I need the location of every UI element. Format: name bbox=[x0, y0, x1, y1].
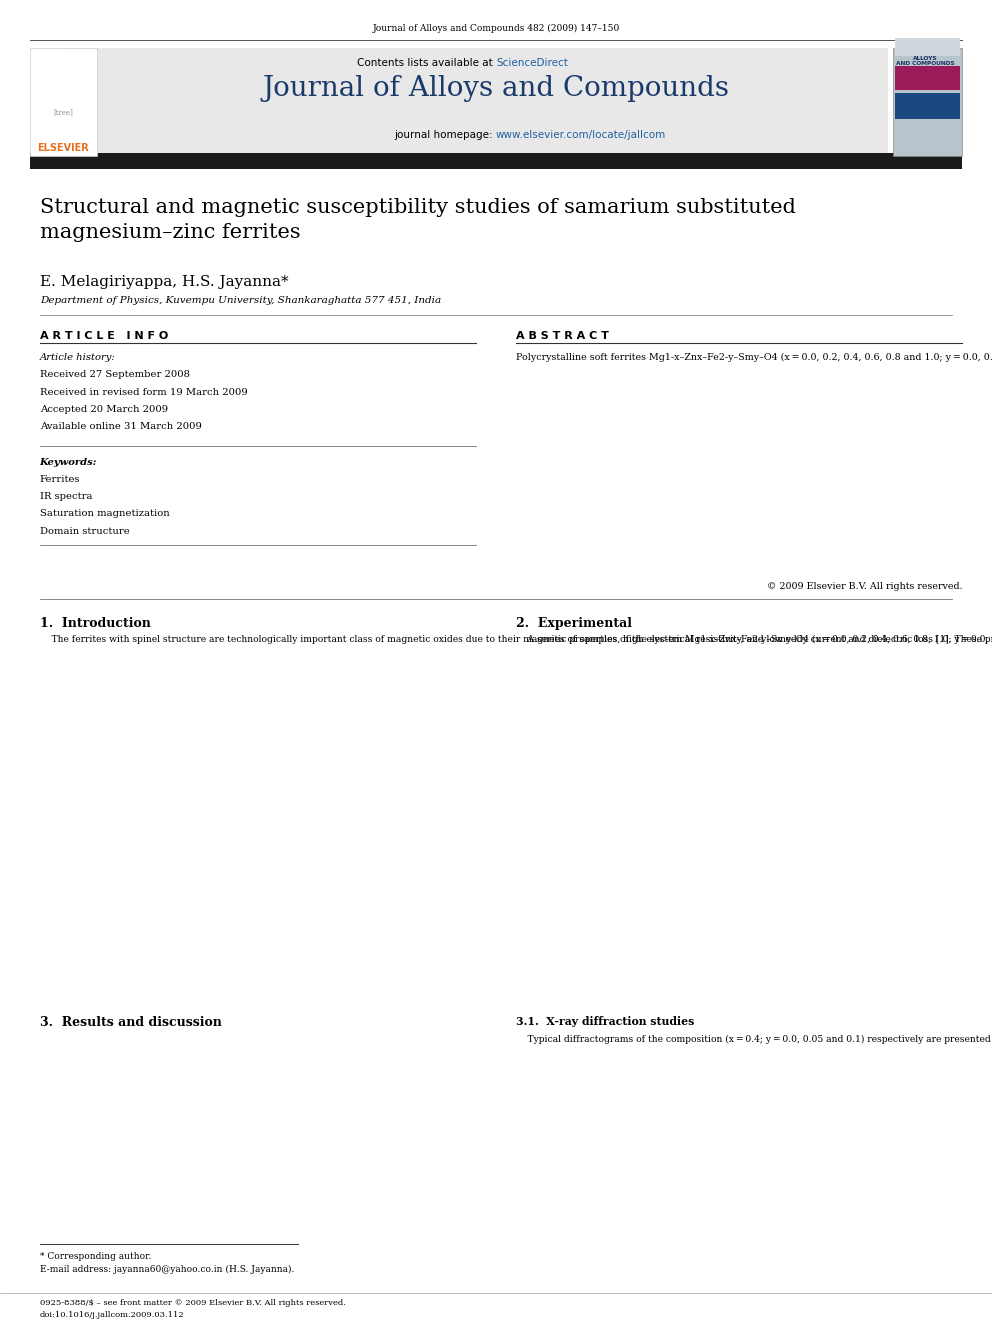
Text: doi:10.1016/j.jallcom.2009.03.112: doi:10.1016/j.jallcom.2009.03.112 bbox=[40, 1311, 185, 1319]
Text: Received 27 September 2008: Received 27 September 2008 bbox=[40, 370, 189, 380]
Text: Received in revised form 19 March 2009: Received in revised form 19 March 2009 bbox=[40, 388, 247, 397]
Text: [tree]: [tree] bbox=[54, 108, 73, 116]
Text: Keywords:: Keywords: bbox=[40, 458, 97, 467]
FancyBboxPatch shape bbox=[64, 48, 888, 156]
Text: 0925-8388/$ – see front matter © 2009 Elsevier B.V. All rights reserved.: 0925-8388/$ – see front matter © 2009 El… bbox=[40, 1299, 345, 1307]
Text: * Corresponding author.: * Corresponding author. bbox=[40, 1252, 151, 1261]
Text: Journal of Alloys and Compounds: Journal of Alloys and Compounds bbox=[263, 75, 729, 102]
Text: Article history:: Article history: bbox=[40, 353, 115, 363]
Text: ScienceDirect: ScienceDirect bbox=[496, 58, 567, 69]
Text: Journal of Alloys and Compounds 482 (2009) 147–150: Journal of Alloys and Compounds 482 (200… bbox=[372, 24, 620, 33]
Text: Domain structure: Domain structure bbox=[40, 527, 129, 536]
Text: E. Melagiriyappa, H.S. Jayanna*: E. Melagiriyappa, H.S. Jayanna* bbox=[40, 275, 289, 290]
FancyBboxPatch shape bbox=[895, 93, 960, 119]
Text: www.elsevier.com/locate/jallcom: www.elsevier.com/locate/jallcom bbox=[496, 130, 667, 140]
Text: The ferrites with spinel structure are technologically important class of magnet: The ferrites with spinel structure are t… bbox=[40, 635, 992, 644]
Text: 3.1.  X-ray diffraction studies: 3.1. X-ray diffraction studies bbox=[516, 1016, 694, 1027]
Text: E-mail address: jayanna60@yahoo.co.in (H.S. Jayanna).: E-mail address: jayanna60@yahoo.co.in (H… bbox=[40, 1265, 294, 1274]
Text: journal homepage:: journal homepage: bbox=[394, 130, 496, 140]
Text: 3.  Results and discussion: 3. Results and discussion bbox=[40, 1016, 221, 1029]
Text: ALLOYS
AND COMPOUNDS: ALLOYS AND COMPOUNDS bbox=[896, 56, 955, 66]
FancyBboxPatch shape bbox=[895, 66, 960, 90]
Text: Contents lists available at: Contents lists available at bbox=[357, 58, 496, 69]
Text: Available online 31 March 2009: Available online 31 March 2009 bbox=[40, 422, 201, 431]
Text: © 2009 Elsevier B.V. All rights reserved.: © 2009 Elsevier B.V. All rights reserved… bbox=[767, 582, 962, 591]
FancyBboxPatch shape bbox=[893, 48, 962, 156]
Text: A series of samples of the system Mg1-x–Znx–Fe2-y–Smy–O4 (x = 0.0, 0.2, 0.4, 0.6: A series of samples of the system Mg1-x–… bbox=[516, 635, 992, 644]
Text: Journal of: Journal of bbox=[913, 48, 938, 53]
Text: Polycrystalline soft ferrites Mg1-x–Znx–Fe2-y–Smy–O4 (x = 0.0, 0.2, 0.4, 0.6, 0.: Polycrystalline soft ferrites Mg1-x–Znx–… bbox=[516, 353, 992, 363]
Text: Saturation magnetization: Saturation magnetization bbox=[40, 509, 170, 519]
FancyBboxPatch shape bbox=[30, 48, 97, 156]
Text: Department of Physics, Kuvempu University, Shankaraghatta 577 451, India: Department of Physics, Kuvempu Universit… bbox=[40, 296, 440, 306]
Text: 2.  Experimental: 2. Experimental bbox=[516, 617, 632, 630]
Text: Ferrites: Ferrites bbox=[40, 475, 80, 484]
Text: 1.  Introduction: 1. Introduction bbox=[40, 617, 151, 630]
FancyBboxPatch shape bbox=[30, 153, 962, 169]
Text: IR spectra: IR spectra bbox=[40, 492, 92, 501]
Text: A B S T R A C T: A B S T R A C T bbox=[516, 331, 609, 341]
Text: A R T I C L E   I N F O: A R T I C L E I N F O bbox=[40, 331, 168, 341]
Text: Typical diffractograms of the composition (x = 0.4; y = 0.0, 0.05 and 0.1) respe: Typical diffractograms of the compositio… bbox=[516, 1035, 992, 1044]
Text: ELSEVIER: ELSEVIER bbox=[38, 143, 89, 153]
FancyBboxPatch shape bbox=[895, 38, 960, 56]
Text: Accepted 20 March 2009: Accepted 20 March 2009 bbox=[40, 405, 168, 414]
Text: Structural and magnetic susceptibility studies of samarium substituted
magnesium: Structural and magnetic susceptibility s… bbox=[40, 198, 796, 242]
